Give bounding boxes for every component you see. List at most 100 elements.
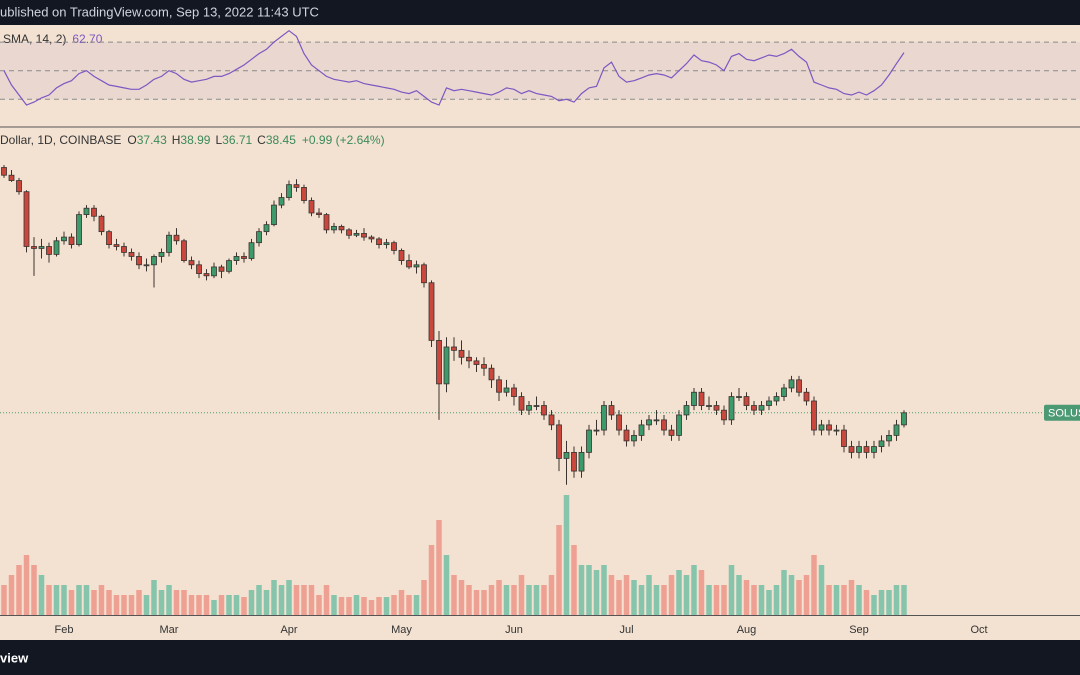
candle-body xyxy=(173,234,180,242)
volume-bar xyxy=(151,580,157,615)
candle-body xyxy=(773,396,780,402)
candle-body xyxy=(308,200,315,214)
candle-body xyxy=(668,429,675,436)
candle-body xyxy=(698,391,705,406)
volume-bar xyxy=(316,595,322,615)
candle-body xyxy=(76,214,82,245)
candle-body xyxy=(886,435,892,442)
candle-body xyxy=(16,180,22,193)
volume-bar xyxy=(788,575,795,615)
candle-body xyxy=(601,405,607,431)
candle-body xyxy=(61,236,67,242)
candle-body xyxy=(376,238,382,245)
volume-bar xyxy=(751,585,757,615)
volume-bar xyxy=(121,595,127,615)
volume-bar xyxy=(826,585,832,615)
volume-bar xyxy=(683,575,690,615)
x-tick-label: Mar xyxy=(160,624,179,636)
rsi-legend-name: SMA, 14, 2) xyxy=(3,32,66,46)
volume-bar xyxy=(173,590,180,615)
candle-body xyxy=(8,174,15,181)
volume-bar xyxy=(16,565,22,615)
candle-body xyxy=(353,233,360,236)
volume-bar xyxy=(301,585,307,615)
volume-bar xyxy=(443,555,450,615)
volume-bar xyxy=(608,575,615,615)
volume-bar xyxy=(353,595,360,615)
volume-bar xyxy=(106,590,112,615)
volume-bar xyxy=(841,585,847,615)
volume-bar xyxy=(466,585,472,615)
volume-bar xyxy=(586,565,592,615)
candle-body xyxy=(286,184,292,198)
legend-label: L xyxy=(215,133,222,147)
volume-bar xyxy=(503,585,510,615)
candle-body xyxy=(608,405,615,416)
top-bar xyxy=(0,0,1080,25)
volume-bar xyxy=(46,585,52,615)
volume-bar xyxy=(758,585,765,615)
volume-bar xyxy=(428,545,435,615)
candle-body xyxy=(781,387,787,397)
candle-body xyxy=(743,396,750,406)
candle-body xyxy=(841,429,847,447)
volume-bar xyxy=(811,555,817,615)
volume-bar xyxy=(661,585,667,615)
volume-bar xyxy=(601,565,607,615)
candle-body xyxy=(383,242,390,245)
candle-body xyxy=(818,424,825,431)
candle-body xyxy=(46,246,52,255)
candle-body xyxy=(533,405,540,407)
candle-body xyxy=(758,405,765,411)
volume-bar xyxy=(241,597,247,615)
volume-bar xyxy=(196,595,202,615)
volume-bar xyxy=(286,580,292,615)
x-tick-label: Sep xyxy=(849,624,869,636)
candle-body xyxy=(563,451,570,459)
volume-bar xyxy=(796,580,802,615)
candle-body xyxy=(106,231,112,245)
candle-body xyxy=(473,360,480,365)
candle-body xyxy=(736,396,742,398)
volume-bar xyxy=(571,545,577,615)
volume-bar xyxy=(406,595,412,615)
candle-body xyxy=(121,246,127,253)
volume-bar xyxy=(143,595,150,615)
candle-body xyxy=(458,349,465,358)
volume-bar xyxy=(616,580,622,615)
volume-bar xyxy=(578,565,585,615)
candle-body xyxy=(661,419,667,431)
legend-value: 37.43 xyxy=(137,133,167,147)
legend-change: +0.99 (+2.64%) xyxy=(302,133,385,147)
volume-bar xyxy=(331,595,337,615)
x-tick-label: Aug xyxy=(737,624,757,636)
legend-value: 38.45 xyxy=(266,133,296,147)
volume-bar xyxy=(533,585,540,615)
candle-body xyxy=(856,446,862,453)
volume-bar xyxy=(623,575,630,615)
legend-label: O xyxy=(127,133,136,147)
volume-bar xyxy=(646,575,652,615)
x-tick-label: Oct xyxy=(970,624,987,636)
candle-body xyxy=(181,240,187,261)
x-tick-label: Apr xyxy=(280,624,297,636)
candle-body xyxy=(38,246,45,249)
rsi-legend-value: 62.70 xyxy=(72,32,102,46)
rsi-legend: SMA, 14, 2) 62.70 xyxy=(3,32,103,46)
candle-body xyxy=(556,424,562,459)
volume-bar xyxy=(856,585,862,615)
candle-body xyxy=(443,346,450,385)
volume-bar xyxy=(713,585,720,615)
candle-body xyxy=(226,260,232,272)
candle-body xyxy=(263,224,270,233)
volume-bar xyxy=(436,520,442,615)
candle-body xyxy=(331,225,337,231)
volume-bar xyxy=(548,575,555,615)
volume-bar xyxy=(728,565,735,615)
volume-bar xyxy=(451,575,457,615)
candle-body xyxy=(586,429,592,453)
price-tag-box xyxy=(1044,404,1080,421)
price-tag: SOLUS xyxy=(1048,408,1080,420)
x-tick-label: Feb xyxy=(55,624,74,636)
volume-bar xyxy=(218,595,225,615)
